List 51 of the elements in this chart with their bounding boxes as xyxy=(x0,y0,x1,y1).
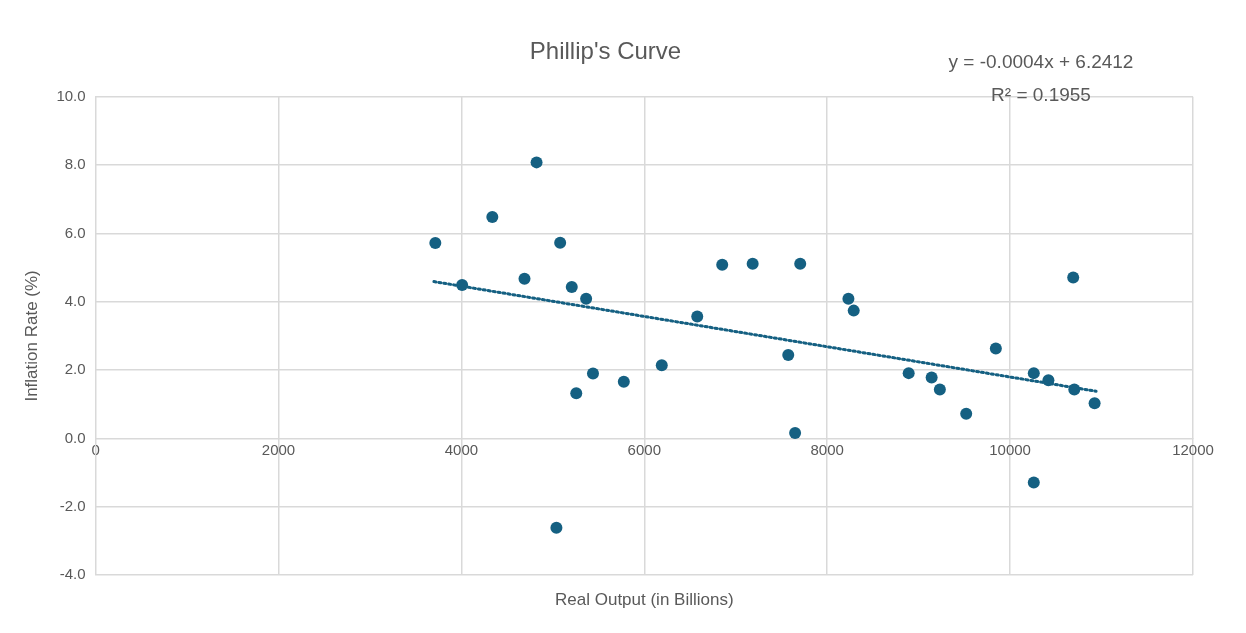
point xyxy=(429,236,442,249)
y-tick-label: -2.0 xyxy=(59,496,86,514)
point xyxy=(550,521,563,534)
y-tick-label: 4.0 xyxy=(64,291,86,309)
x-tick-label: 10000 xyxy=(989,440,1031,458)
y-tick-label: 8.0 xyxy=(64,155,86,173)
point xyxy=(933,383,946,396)
point xyxy=(842,292,855,305)
point xyxy=(486,211,499,224)
point xyxy=(960,407,973,420)
x-tick-label: 8000 xyxy=(810,440,844,458)
point xyxy=(570,387,583,400)
point xyxy=(554,236,567,249)
point xyxy=(746,257,759,270)
point xyxy=(565,281,578,294)
point xyxy=(847,304,860,317)
point xyxy=(530,156,543,169)
point xyxy=(1027,367,1040,380)
point xyxy=(1067,271,1080,284)
y-tick-label: 6.0 xyxy=(64,223,86,241)
point xyxy=(716,258,729,271)
point xyxy=(1068,383,1081,396)
x-axis-title: Real Output (in Billions) xyxy=(555,590,734,609)
y-tick-label: -4.0 xyxy=(59,565,86,583)
point xyxy=(617,375,630,388)
point xyxy=(902,367,915,380)
point xyxy=(580,292,593,305)
y-tick-label: 10.0 xyxy=(56,86,86,104)
point xyxy=(794,257,807,270)
x-tick-label: 4000 xyxy=(444,440,479,458)
point xyxy=(586,367,599,380)
x-tick-label: 2000 xyxy=(261,440,296,458)
x-tick-label: 6000 xyxy=(627,440,661,458)
y-tick-label: 2.0 xyxy=(64,360,86,378)
chart-title: Phillip's Curve xyxy=(529,37,682,65)
x-tick-label: 12000 xyxy=(1172,440,1214,458)
point xyxy=(518,272,531,285)
point xyxy=(1027,476,1040,489)
point xyxy=(1042,374,1055,387)
text: y = -0.0004x + 6.2412 xyxy=(948,51,1134,72)
point xyxy=(925,371,938,384)
point xyxy=(1088,397,1101,410)
point xyxy=(456,279,469,292)
point xyxy=(789,426,802,439)
point xyxy=(655,359,668,372)
annotation: R² = 0.1955 xyxy=(991,84,1091,105)
point xyxy=(989,342,1002,355)
point xyxy=(691,310,704,323)
y-tick-label: 0.0 xyxy=(64,428,86,446)
point xyxy=(782,349,795,362)
y-axis-title: Inflation Rate (%) xyxy=(21,270,41,402)
